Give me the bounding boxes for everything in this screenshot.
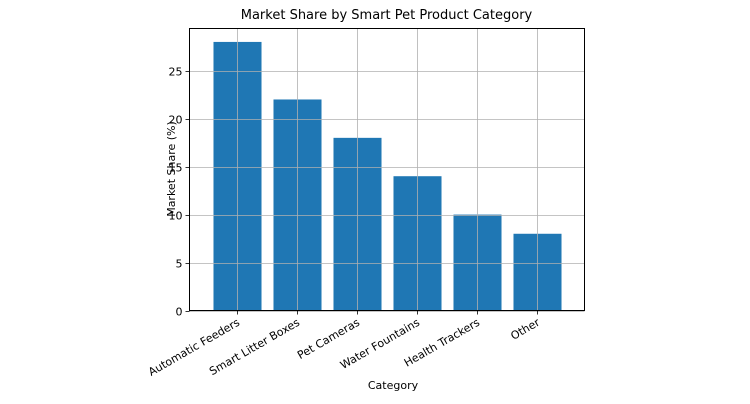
- y-tick-label: 10: [169, 210, 183, 223]
- plot-frame: [189, 28, 585, 311]
- y-tick-label: 15: [169, 162, 183, 175]
- gridlines: [189, 28, 585, 312]
- y-tick-label: 25: [169, 66, 183, 79]
- y-tick-label: 20: [169, 114, 183, 127]
- x-tick-label: Other: [508, 316, 542, 343]
- bars: [213, 41, 562, 311]
- chart-title: Market Share by Smart Pet Product Catego…: [241, 8, 533, 23]
- y-tick-label: 0: [176, 306, 183, 319]
- y-axis-label: Market Share (%): [165, 121, 178, 217]
- y-axis-ticks: 0 5 10 15 20 25: [169, 66, 190, 319]
- x-axis-label: Category: [368, 379, 419, 392]
- y-tick-label: 5: [176, 258, 183, 271]
